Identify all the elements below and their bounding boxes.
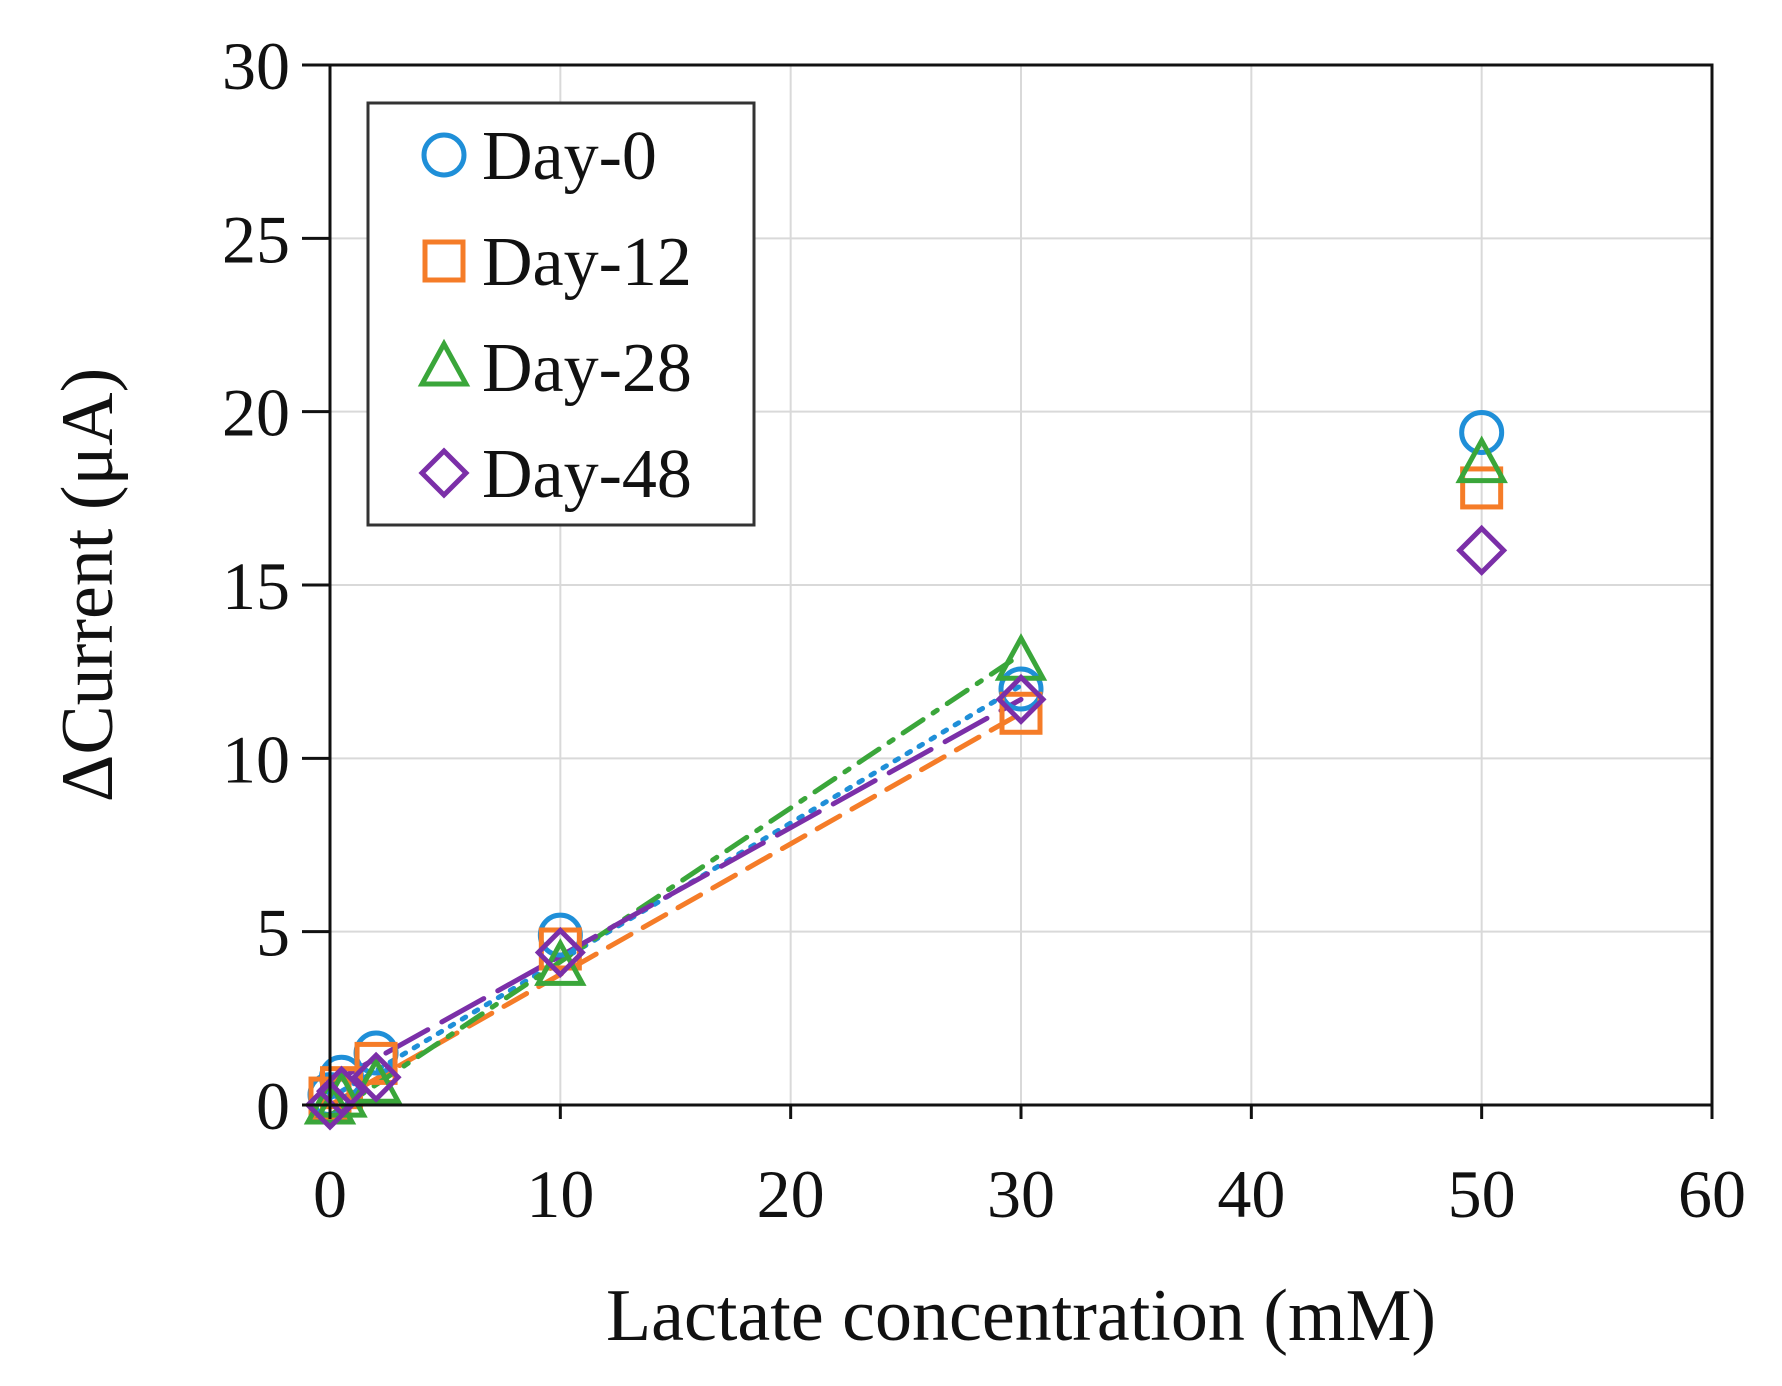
y-axis-title: ΔCurrent (μA): [47, 368, 129, 803]
legend-marker-day-48: [418, 447, 470, 499]
y-tick-label: 25: [222, 201, 290, 277]
data-point-day-12: [999, 691, 1043, 735]
legend: Day-0 Day-12 Day-28 Day-48: [366, 101, 756, 527]
x-tick-label: 10: [526, 1156, 594, 1232]
x-tick-label: 50: [1448, 1156, 1516, 1232]
data-point-day-48: [315, 1065, 368, 1117]
data-point-day-0: [1459, 409, 1505, 455]
x-tick-label: 30: [987, 1156, 1055, 1232]
legend-label-day-0: Day-0: [482, 118, 657, 195]
data-point-day-12: [1460, 466, 1504, 510]
data-point-day-12: [354, 1041, 398, 1085]
legend-label-day-12: Day-12: [482, 224, 692, 301]
tick-layer: 0 10 20 30 40 50 60 0 5 10 15 20 25 30: [222, 28, 1746, 1232]
legend-marker-day-28: [417, 338, 471, 387]
data-point-day-48: [304, 1079, 356, 1131]
fit-line-day-28: [327, 651, 1024, 1118]
y-tick-label: 15: [222, 548, 290, 624]
data-point-day-28: [303, 1076, 357, 1125]
y-tick-label: 5: [256, 895, 290, 971]
fit-lines-layer: [327, 651, 1024, 1118]
data-point-day-28: [1455, 435, 1508, 484]
x-axis-title: Lactate concentration (mM): [606, 1275, 1436, 1357]
x-tick-label: 60: [1678, 1156, 1746, 1232]
y-tick-label: 0: [256, 1068, 290, 1144]
legend-marker-day-12: [422, 239, 466, 283]
data-point-day-48: [1456, 524, 1508, 576]
legend-marker-day-0: [421, 132, 467, 178]
x-tick-label: 40: [1217, 1156, 1285, 1232]
data-point-day-0: [998, 666, 1044, 712]
y-tick-label: 30: [222, 28, 290, 104]
legend-label-day-28: Day-28: [482, 330, 692, 407]
fit-line-day-48: [327, 696, 1024, 1087]
data-point-day-48: [350, 1051, 402, 1103]
data-markers-layer: [303, 409, 1508, 1131]
x-tick-label: 0: [313, 1156, 347, 1232]
data-point-day-48: [534, 926, 586, 979]
y-tick-label: 20: [222, 375, 290, 451]
fit-line-day-12: [327, 710, 1024, 1108]
legend-label-day-48: Day-48: [482, 436, 692, 513]
data-point-day-48: [995, 673, 1047, 725]
fit-line-day-0: [327, 683, 1024, 1101]
y-tick-label: 10: [222, 721, 290, 797]
x-tick-label: 20: [757, 1156, 825, 1232]
